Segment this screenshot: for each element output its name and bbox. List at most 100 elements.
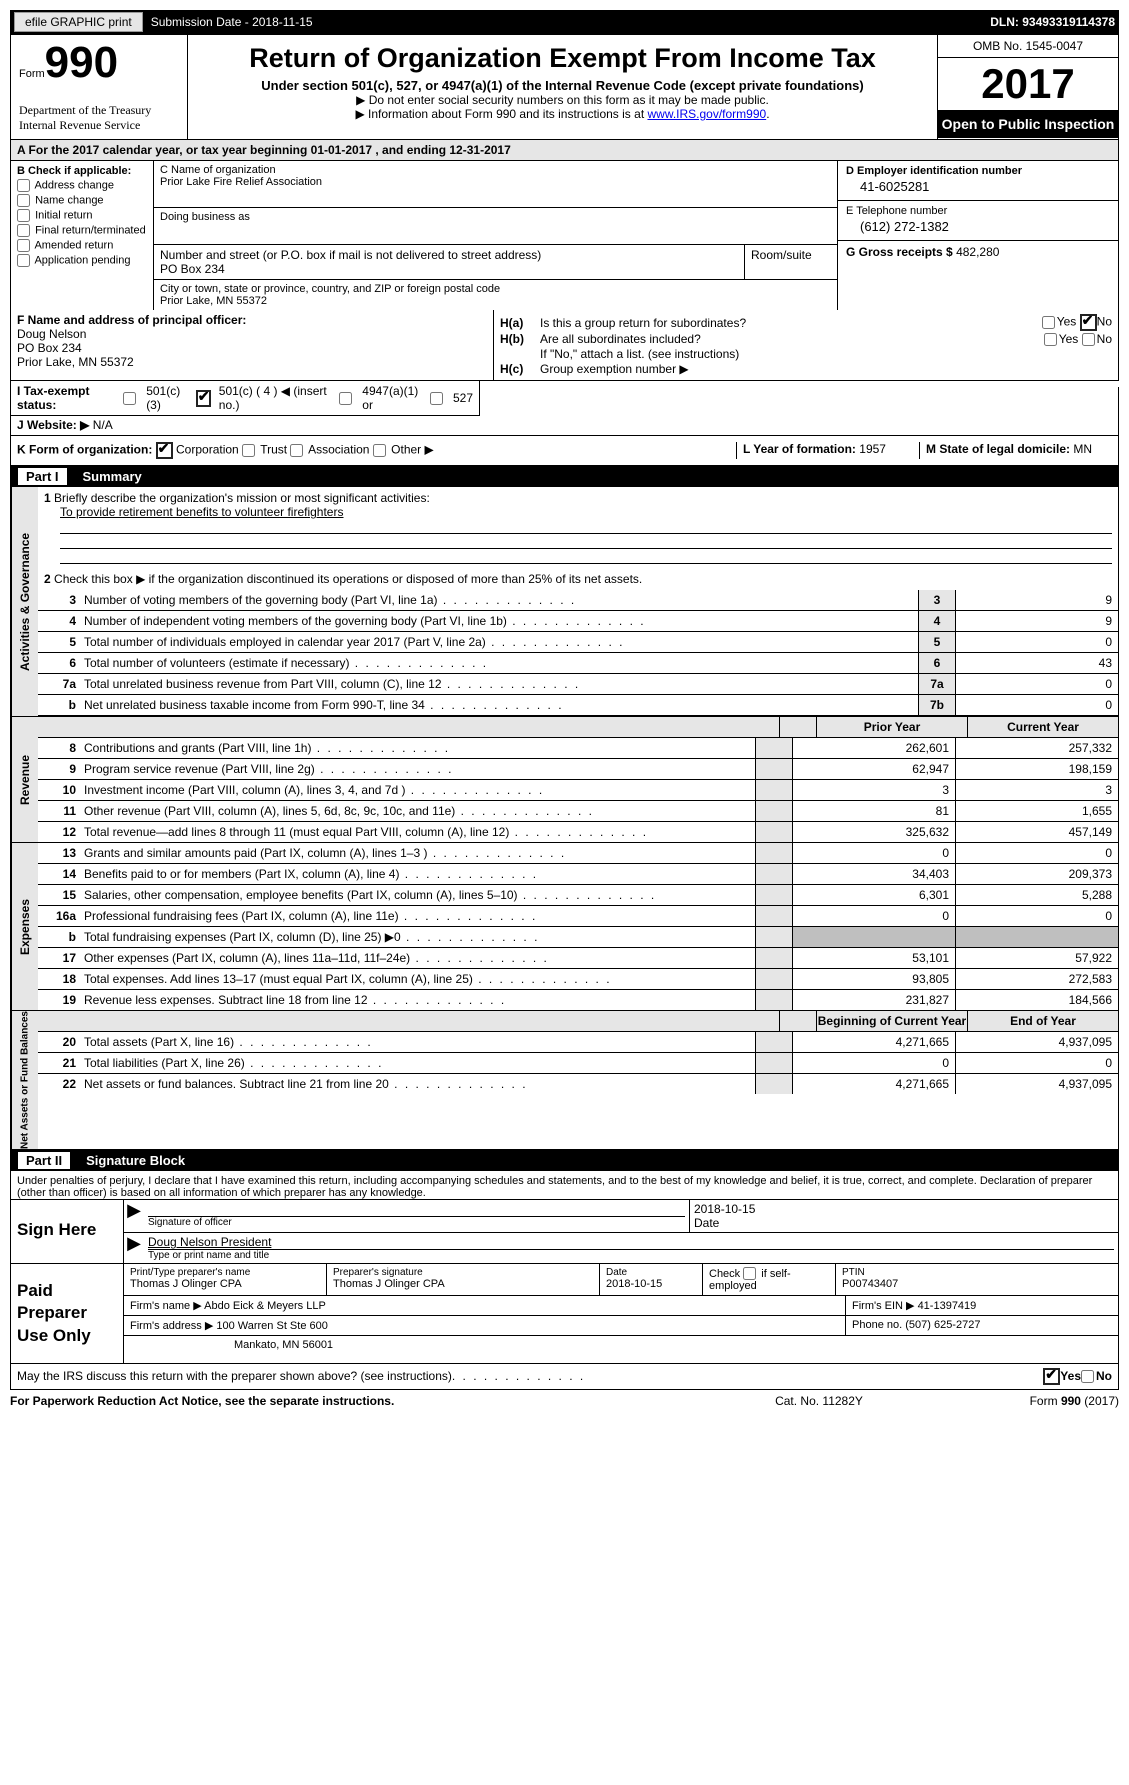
- ha-tag: H(a): [500, 316, 540, 330]
- end-year-hdr: End of Year: [967, 1011, 1118, 1031]
- prior-year-hdr: Prior Year: [816, 717, 967, 737]
- footer: For Paperwork Reduction Act Notice, see …: [10, 1390, 1119, 1412]
- row-klm: K Form of organization: Corporation Trus…: [10, 436, 1119, 466]
- table-row: 14Benefits paid to or for members (Part …: [38, 864, 1118, 885]
- governance-label: Activities & Governance: [11, 487, 38, 716]
- cb-other[interactable]: [373, 444, 386, 457]
- c-city: Prior Lake, MN 55372: [160, 295, 831, 307]
- cb-501c3[interactable]: [123, 392, 136, 405]
- sign-here-row: Sign Here ▶ Signature of officer 2018-10…: [10, 1200, 1119, 1264]
- cb-ha-no[interactable]: [1080, 314, 1097, 331]
- row-i: I Tax-exempt status: 501(c)(3) 501(c) ( …: [10, 381, 480, 416]
- g-label: G Gross receipts $: [846, 245, 953, 259]
- cb-4947[interactable]: [339, 392, 352, 405]
- form-subtitle-1: Under section 501(c), 527, or 4947(a)(1)…: [198, 78, 927, 93]
- firm-city: Mankato, MN 56001: [124, 1336, 1118, 1354]
- form-label: Form: [19, 68, 45, 80]
- cb-501c[interactable]: [196, 390, 211, 407]
- preparer-name: Thomas J Olinger CPA: [130, 1278, 320, 1290]
- form-subtitle-2: ▶ Do not enter social security numbers o…: [198, 93, 927, 107]
- cb-corp[interactable]: [156, 442, 173, 459]
- arrow-icon: ▶: [124, 1233, 144, 1263]
- discuss-q: May the IRS discuss this return with the…: [17, 1369, 452, 1383]
- name-title-label: Type or print name and title: [148, 1249, 1114, 1261]
- section-f: F Name and address of principal officer:…: [11, 310, 494, 380]
- submission-date: Submission Date - 2018-11-15: [151, 15, 313, 29]
- gov-row: 3Number of voting members of the governi…: [38, 590, 1118, 611]
- i-label: I Tax-exempt status:: [17, 384, 115, 412]
- section-c: C Name of organization Prior Lake Fire R…: [154, 161, 837, 310]
- c-addr-label: Number and street (or P.O. box if mail i…: [160, 248, 738, 262]
- cb-ha-yes[interactable]: [1042, 316, 1055, 329]
- table-row: bTotal fundraising expenses (Part IX, co…: [38, 927, 1118, 948]
- f-label: F Name and address of principal officer:: [17, 313, 487, 327]
- e-phone: (612) 272-1382: [846, 217, 1110, 236]
- cb-initial-return[interactable]: Initial return: [17, 209, 147, 222]
- m-label: M State of legal domicile:: [926, 442, 1070, 456]
- tax-year: 2017: [938, 58, 1118, 110]
- j-website: N/A: [93, 418, 113, 432]
- b-title: B Check if applicable:: [17, 165, 147, 177]
- cb-assoc[interactable]: [290, 444, 303, 457]
- cb-name-change[interactable]: Name change: [17, 194, 147, 207]
- hb-note: If "No," attach a list. (see instruction…: [540, 347, 1112, 361]
- paid-preparer-row: Paid Preparer Use Only Print/Type prepar…: [10, 1264, 1119, 1363]
- gov-row: 6Total number of volunteers (estimate if…: [38, 653, 1118, 674]
- netassets-label: Net Assets or Fund Balances: [11, 1011, 38, 1149]
- cb-discuss-yes[interactable]: [1043, 1368, 1060, 1385]
- f-addr: PO Box 234: [17, 341, 487, 355]
- cb-hb-no[interactable]: [1082, 333, 1095, 346]
- table-row: 9Program service revenue (Part VIII, lin…: [38, 759, 1118, 780]
- d-ein: 41-6025281: [846, 177, 1110, 196]
- cb-final-return[interactable]: Final return/terminated: [17, 224, 147, 237]
- c-org-name: Prior Lake Fire Relief Association: [160, 176, 831, 188]
- ha-q: Is this a group return for subordinates?: [540, 316, 992, 330]
- c-addr: PO Box 234: [160, 262, 738, 276]
- officer-name: Doug Nelson President: [148, 1235, 1114, 1249]
- cb-discuss-no[interactable]: [1081, 1370, 1094, 1383]
- gov-row: 5Total number of individuals employed in…: [38, 632, 1118, 653]
- header-grid: B Check if applicable: Address change Na…: [10, 161, 1119, 310]
- cb-trust[interactable]: [242, 444, 255, 457]
- discuss-row: May the IRS discuss this return with the…: [10, 1364, 1119, 1390]
- table-row: 20Total assets (Part X, line 16) 4,271,6…: [38, 1032, 1118, 1053]
- treasury-dept: Department of the Treasury Internal Reve…: [19, 103, 179, 133]
- firm-name: Abdo Eick & Meyers LLP: [204, 1300, 326, 1312]
- part-i-header: Part ISummary: [10, 466, 1119, 487]
- irs-link[interactable]: www.IRS.gov/form990: [647, 107, 766, 121]
- revenue-label: Revenue: [11, 717, 38, 842]
- section-a-period: A For the 2017 calendar year, or tax yea…: [10, 140, 1119, 161]
- open-inspection: Open to Public Inspection: [938, 110, 1118, 138]
- table-row: 13Grants and similar amounts paid (Part …: [38, 843, 1118, 864]
- f-city: Prior Lake, MN 55372: [17, 355, 487, 369]
- gov-row: bNet unrelated business taxable income f…: [38, 695, 1118, 716]
- cb-amended-return[interactable]: Amended return: [17, 239, 147, 252]
- cb-self-employed[interactable]: [743, 1267, 756, 1280]
- revenue-section: Revenue Prior YearCurrent Year 8Contribu…: [10, 717, 1119, 843]
- hb-q: Are all subordinates included?: [540, 332, 992, 346]
- cat-no: Cat. No. 11282Y: [719, 1394, 919, 1408]
- sig-date: 2018-10-15: [694, 1202, 1114, 1216]
- firm-phone: (507) 625-2727: [905, 1319, 980, 1331]
- hc-tag: H(c): [500, 362, 540, 376]
- cb-527[interactable]: [430, 392, 443, 405]
- sign-here-label: Sign Here: [11, 1200, 123, 1263]
- top-bar: efile GRAPHIC print Submission Date - 20…: [10, 10, 1119, 34]
- cb-application-pending[interactable]: Application pending: [17, 254, 147, 267]
- table-row: 17Other expenses (Part IX, column (A), l…: [38, 948, 1118, 969]
- cb-address-change[interactable]: Address change: [17, 179, 147, 192]
- q2-label: Check this box ▶ if the organization dis…: [54, 572, 642, 586]
- form-subtitle-3: ▶ Information about Form 990 and its ins…: [198, 107, 927, 121]
- omb-number: OMB No. 1545-0047: [938, 35, 1118, 58]
- cb-hb-yes[interactable]: [1044, 333, 1057, 346]
- section-b: B Check if applicable: Address change Na…: [11, 161, 154, 310]
- gov-row: 7aTotal unrelated business revenue from …: [38, 674, 1118, 695]
- j-label: J Website: ▶: [17, 418, 89, 432]
- perjury-text: Under penalties of perjury, I declare th…: [10, 1171, 1119, 1200]
- row-f-h: F Name and address of principal officer:…: [10, 310, 1119, 381]
- k-label: K Form of organization:: [17, 443, 152, 457]
- preparer-sig: Thomas J Olinger CPA: [333, 1278, 593, 1290]
- form-foot: Form 990 (2017): [919, 1394, 1119, 1408]
- efile-print-button[interactable]: efile GRAPHIC print: [14, 12, 143, 32]
- expenses-label: Expenses: [11, 843, 38, 1010]
